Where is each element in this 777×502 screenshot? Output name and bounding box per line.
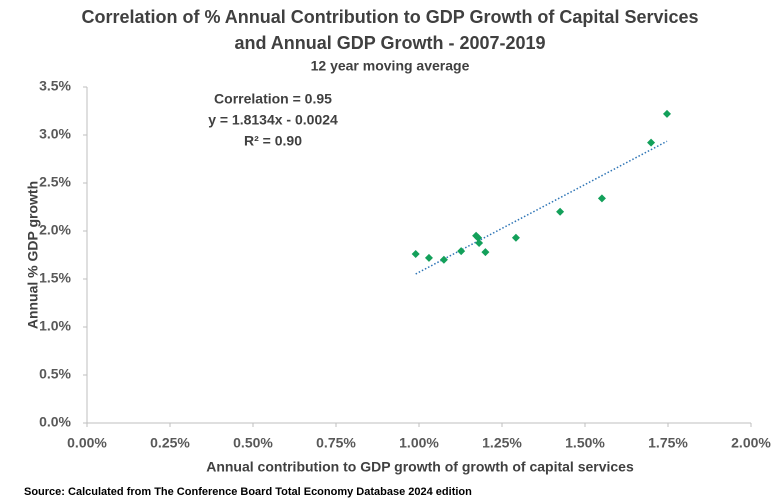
annotation: y = 1.8134x - 0.0024 [208, 112, 338, 128]
y-tick-label: 3.0% [39, 126, 71, 142]
data-point [457, 247, 466, 256]
x-tick-label: 0.25% [150, 435, 190, 451]
source-note: Source: Calculated from The Conference B… [24, 486, 472, 498]
data-point [663, 109, 672, 118]
data-point [481, 248, 490, 257]
y-tick-label: 2.5% [39, 174, 71, 190]
y-tick-label: 1.5% [39, 270, 71, 286]
x-tick-label: 1.00% [399, 435, 439, 451]
x-tick-label: 2.00% [731, 435, 771, 451]
data-point [439, 255, 448, 264]
trend-line [415, 140, 668, 275]
y-axis-label: Annual % GDP growth [25, 181, 41, 329]
data-point [474, 233, 483, 242]
x-tick-label: 1.50% [565, 435, 605, 451]
data-point [424, 253, 433, 262]
chart-subtitle: 12 year moving average [311, 58, 470, 74]
data-point [556, 207, 565, 216]
chart-title: Correlation of % Annual Contribution to … [81, 7, 698, 27]
y-tick-label: 3.5% [39, 78, 71, 94]
data-point [597, 194, 606, 203]
y-tick-label: 1.0% [39, 318, 71, 334]
x-tick-label: 1.75% [648, 435, 688, 451]
y-tick-label: 0.0% [39, 414, 71, 430]
x-tick-label: 0.75% [316, 435, 356, 451]
data-point [411, 250, 420, 259]
data-point [475, 239, 484, 247]
x-tick-label: 0.00% [67, 435, 107, 451]
chart-title: and Annual GDP Growth - 2007-2019 [234, 33, 545, 53]
data-point [647, 138, 656, 147]
annotation: R² = 0.90 [244, 133, 302, 149]
y-tick-label: 2.0% [39, 222, 71, 238]
x-tick-label: 0.50% [233, 435, 273, 451]
x-tick-label: 1.25% [482, 435, 522, 451]
y-tick-label: 0.5% [39, 366, 71, 382]
x-axis-label: Annual contribution to GDP growth of gro… [206, 459, 634, 475]
data-point [511, 233, 520, 242]
annotation: Correlation = 0.95 [214, 91, 332, 107]
